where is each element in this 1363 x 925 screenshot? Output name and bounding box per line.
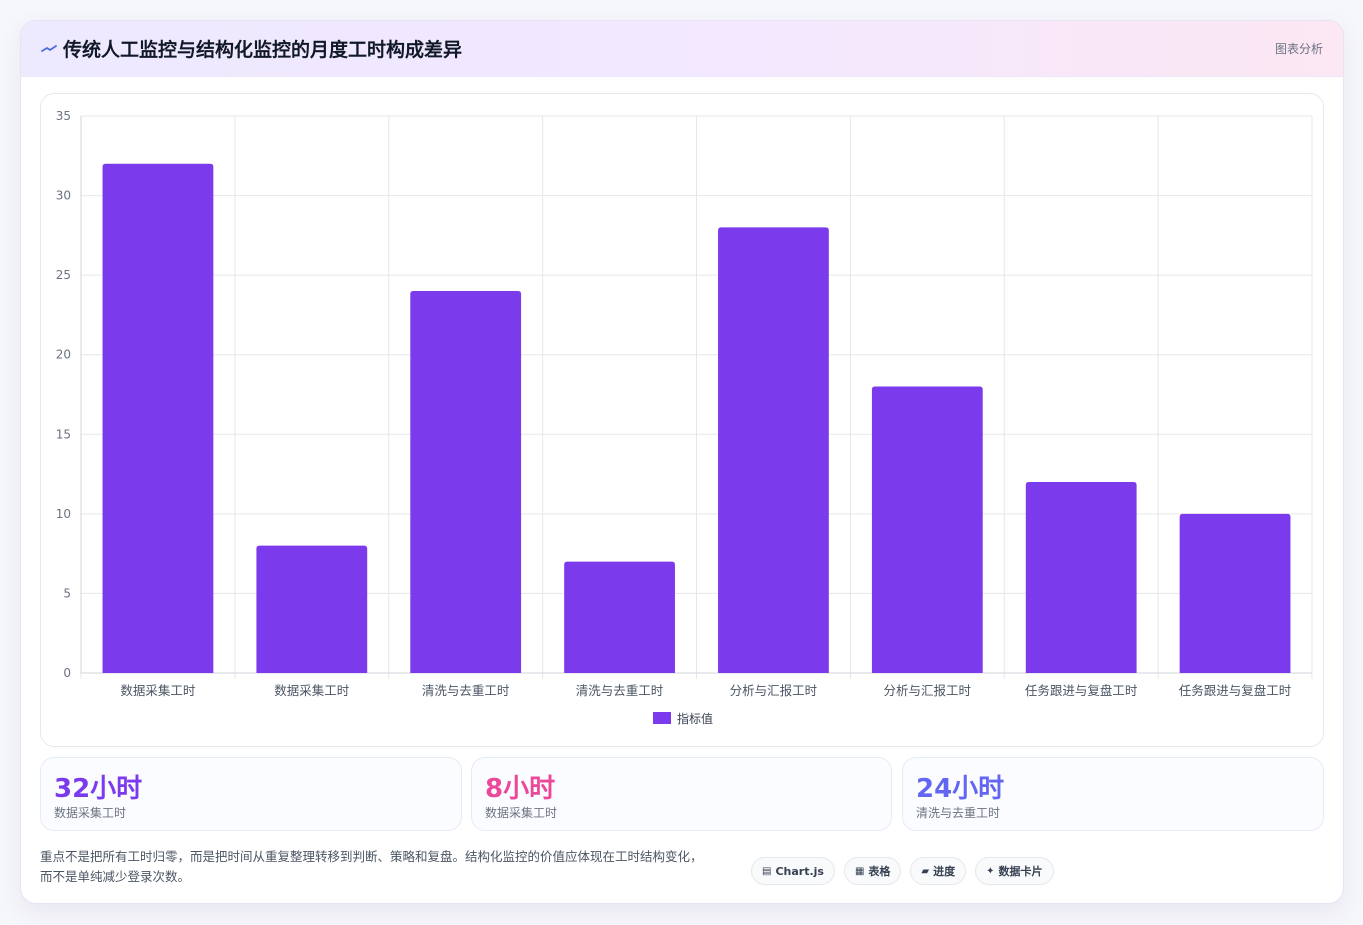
stat-card-3: 24小时 清洗与去重工时 <box>902 757 1324 831</box>
x-tick-label: 分析与汇报工时 <box>730 683 818 698</box>
footnote-line-2: 而不是单纯减少登录次数。 <box>40 869 191 884</box>
chart-card: 传统人工监控与结构化监控的月度工时构成差异 图表分析 0 5 10 15 20 25 30 3… <box>20 20 1344 904</box>
x-tick-label: 清洗与去重工时 <box>422 683 510 698</box>
footnote: 重点不是把所有工时归零，而是把时间从重复整理转移到判断、策略和复盘。结构化监控的… <box>40 847 740 887</box>
bar <box>718 227 829 673</box>
table-icon: ▦ <box>854 865 865 877</box>
y-tick-label: 25 <box>56 268 71 282</box>
y-tick-label: 0 <box>63 666 71 680</box>
x-tick-label: 数据采集工时 <box>120 683 196 698</box>
pill-label: 进度 <box>933 865 956 878</box>
stat-card-2: 8小时 数据采集工时 <box>471 757 892 831</box>
y-tick-label: 10 <box>56 507 71 521</box>
stat-label: 清洗与去重工时 <box>916 806 1001 820</box>
page-title: 传统人工监控与结构化监控的月度工时构成差异 <box>63 39 463 61</box>
tag-pills: ▤ Chart.js ▦ 表格 ▰ 进度 ✦ 数据卡片 <box>751 857 1054 885</box>
x-tick-label: 清洗与去重工时 <box>576 683 664 698</box>
stat-value: 8小时 <box>485 774 556 804</box>
stat-value: 32小时 <box>54 774 143 804</box>
x-tick-label: 数据采集工时 <box>274 683 350 698</box>
bar <box>564 561 675 673</box>
x-tick-label: 任务跟进与复盘工时 <box>1179 683 1292 698</box>
stat-card-1: 32小时 数据采集工时 <box>40 757 462 831</box>
pill-label: 表格 <box>868 865 891 878</box>
card-header: 传统人工监控与结构化监控的月度工时构成差异 图表分析 <box>21 21 1343 77</box>
stat-label: 数据采集工时 <box>54 806 127 820</box>
chart-icon: ▤ <box>762 865 772 877</box>
footnote-line-1: 重点不是把所有工时归零，而是把时间从重复整理转移到判断、策略和复盘。结构化监控的… <box>40 849 703 864</box>
legend-swatch <box>653 712 671 724</box>
bar <box>102 163 214 673</box>
y-tick-label: 20 <box>56 348 71 362</box>
x-tick-label: 任务跟进与复盘工时 <box>1025 683 1138 698</box>
y-tick-label: 15 <box>56 427 71 441</box>
pill-table[interactable]: ▦ 表格 <box>843 857 902 885</box>
pill-data-card[interactable]: ✦ 数据卡片 <box>975 857 1054 885</box>
x-tick-label: 分析与汇报工时 <box>884 683 972 698</box>
pill-chartjs[interactable]: ▤ Chart.js <box>751 857 835 885</box>
bar <box>410 291 522 673</box>
bar <box>871 386 983 673</box>
pill-label: 数据卡片 <box>998 865 1043 878</box>
stat-value: 24小时 <box>916 774 1005 804</box>
legend-label: 指标值 <box>677 711 713 726</box>
pill-label: Chart.js <box>775 864 824 878</box>
sparkle-icon: ✦ <box>986 865 995 877</box>
bar <box>1025 482 1137 673</box>
progress-icon: ▰ <box>921 865 930 877</box>
y-tick-label: 35 <box>56 109 71 123</box>
chart-analysis-tag: 图表分析 <box>1274 42 1323 56</box>
bar <box>1179 513 1291 673</box>
trend-icon <box>41 45 57 52</box>
stat-label: 数据采集工时 <box>485 806 558 820</box>
bar <box>256 545 368 673</box>
y-tick-label: 30 <box>56 189 71 203</box>
bar-chart: 0 5 10 15 20 25 30 35 数据采集工时 数据采集工时 清洗与去重工时 清洗与去重工时… <box>56 109 1313 726</box>
chart-panel: 0 5 10 15 20 25 30 35 数据采集工时 数据采集工时 清洗与去重工时 清洗与去重工时… <box>40 93 1324 747</box>
pill-progress[interactable]: ▰ 进度 <box>910 857 967 885</box>
y-tick-label: 5 <box>63 586 71 600</box>
